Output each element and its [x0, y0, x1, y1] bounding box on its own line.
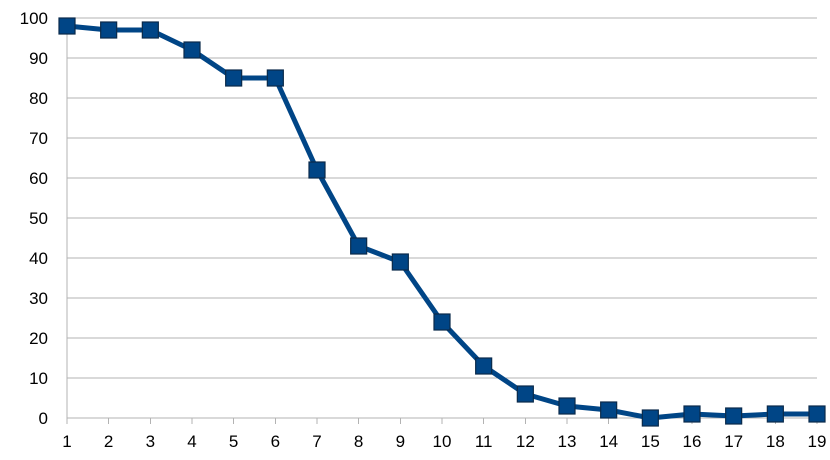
data-point-9	[391, 253, 409, 271]
data-point-16	[683, 405, 701, 423]
y-tick-label: 10	[29, 369, 48, 388]
data-point-7	[308, 161, 326, 179]
data-point-14	[600, 401, 618, 419]
data-point-8	[350, 237, 368, 255]
x-tick-label: 4	[187, 432, 196, 451]
y-tick-label: 0	[39, 409, 48, 428]
series-layer	[58, 17, 826, 427]
y-tick-label: 40	[29, 249, 48, 268]
axes	[66, 18, 818, 424]
y-tick-label: 60	[29, 169, 48, 188]
x-tick-label: 10	[433, 432, 452, 451]
y-tick-label: 80	[29, 89, 48, 108]
data-point-13	[558, 397, 576, 415]
data-point-4	[183, 41, 201, 59]
data-point-5	[225, 69, 243, 87]
x-tick-label: 5	[229, 432, 238, 451]
y-tick-label: 20	[29, 329, 48, 348]
data-point-19	[808, 405, 826, 423]
y-tick-label: 30	[29, 289, 48, 308]
x-tick-label: 12	[516, 432, 535, 451]
x-tick-label: 11	[475, 432, 493, 451]
x-tick-label: 13	[558, 432, 577, 451]
y-tick-label: 70	[29, 129, 48, 148]
data-point-17	[725, 407, 743, 425]
x-tick-label: 1	[62, 432, 71, 451]
gridlines	[67, 17, 817, 419]
y-tick-label: 50	[29, 209, 48, 228]
x-tick-label: 3	[146, 432, 155, 451]
x-tick-label: 18	[766, 432, 785, 451]
x-tick-label: 14	[599, 432, 618, 451]
data-point-3	[141, 21, 159, 39]
data-point-10	[433, 313, 451, 331]
x-tick-label: 19	[808, 432, 827, 451]
y-tick-label: 90	[29, 49, 48, 68]
data-point-11	[475, 357, 493, 375]
data-point-12	[516, 385, 534, 403]
x-tick-label: 15	[641, 432, 660, 451]
x-tick-label: 16	[683, 432, 702, 451]
x-tick-label: 7	[312, 432, 321, 451]
y-tick-label: 100	[20, 9, 48, 28]
data-point-18	[766, 405, 784, 423]
data-point-15	[641, 409, 659, 427]
x-tick-label: 17	[724, 432, 743, 451]
data-point-2	[100, 21, 118, 39]
x-tick-label: 6	[271, 432, 280, 451]
data-point-6	[266, 69, 284, 87]
x-tick-label: 8	[354, 432, 363, 451]
series-line-0	[64, 23, 820, 421]
x-tick-label: 2	[104, 432, 113, 451]
data-point-1	[58, 17, 76, 35]
x-tick-label: 9	[396, 432, 405, 451]
